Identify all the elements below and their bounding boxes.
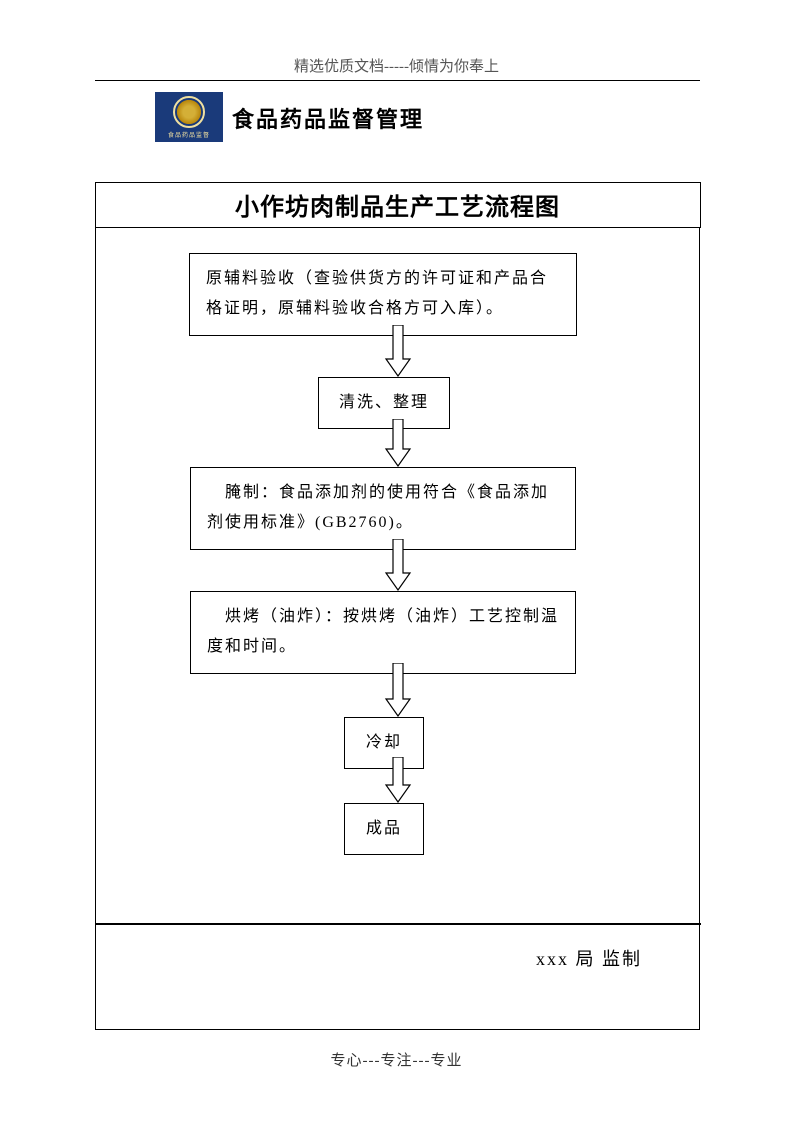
chart-title-box: 小作坊肉制品生产工艺流程图: [95, 182, 701, 228]
flow-node: 烘烤（油炸）：按烘烤（油炸）工艺控制温度和时间。: [190, 591, 576, 674]
header-rule: [95, 80, 700, 81]
flow-arrow-icon: [384, 757, 412, 808]
flow-node: 腌制：食品添加剂的使用符合《食品添加剂使用标准》(GB2760)。: [190, 467, 576, 550]
chart-title: 小作坊肉制品生产工艺流程图: [235, 187, 560, 222]
flow-arrow-icon: [384, 539, 412, 596]
flow-arrow-icon: [384, 325, 412, 382]
agency-logo: 食品药品监督: [155, 92, 223, 142]
flow-arrow-icon: [384, 663, 412, 722]
org-title: 食品药品监督管理: [232, 102, 424, 134]
issuer-text: xxx 局 监制: [536, 945, 642, 971]
main-frame: 小作坊肉制品生产工艺流程图 原辅料验收（查验供货方的许可证和产品合格证明，原辅料…: [95, 182, 700, 1030]
page-header: 精选优质文档-----倾情为你奉上: [0, 55, 793, 76]
logo-caption: 食品药品监督: [168, 130, 210, 139]
page-footer: 专心---专注---专业: [0, 1049, 793, 1070]
flowchart-area: 原辅料验收（查验供货方的许可证和产品合格证明，原辅料验收合格方可入库）。清洗、整…: [96, 229, 699, 1029]
flow-arrow-icon: [384, 419, 412, 472]
flow-node: 原辅料验收（查验供货方的许可证和产品合格证明，原辅料验收合格方可入库）。: [189, 253, 577, 336]
flow-node: 成品: [344, 803, 424, 855]
section-divider: [95, 923, 701, 925]
shield-emblem-icon: [173, 96, 205, 128]
